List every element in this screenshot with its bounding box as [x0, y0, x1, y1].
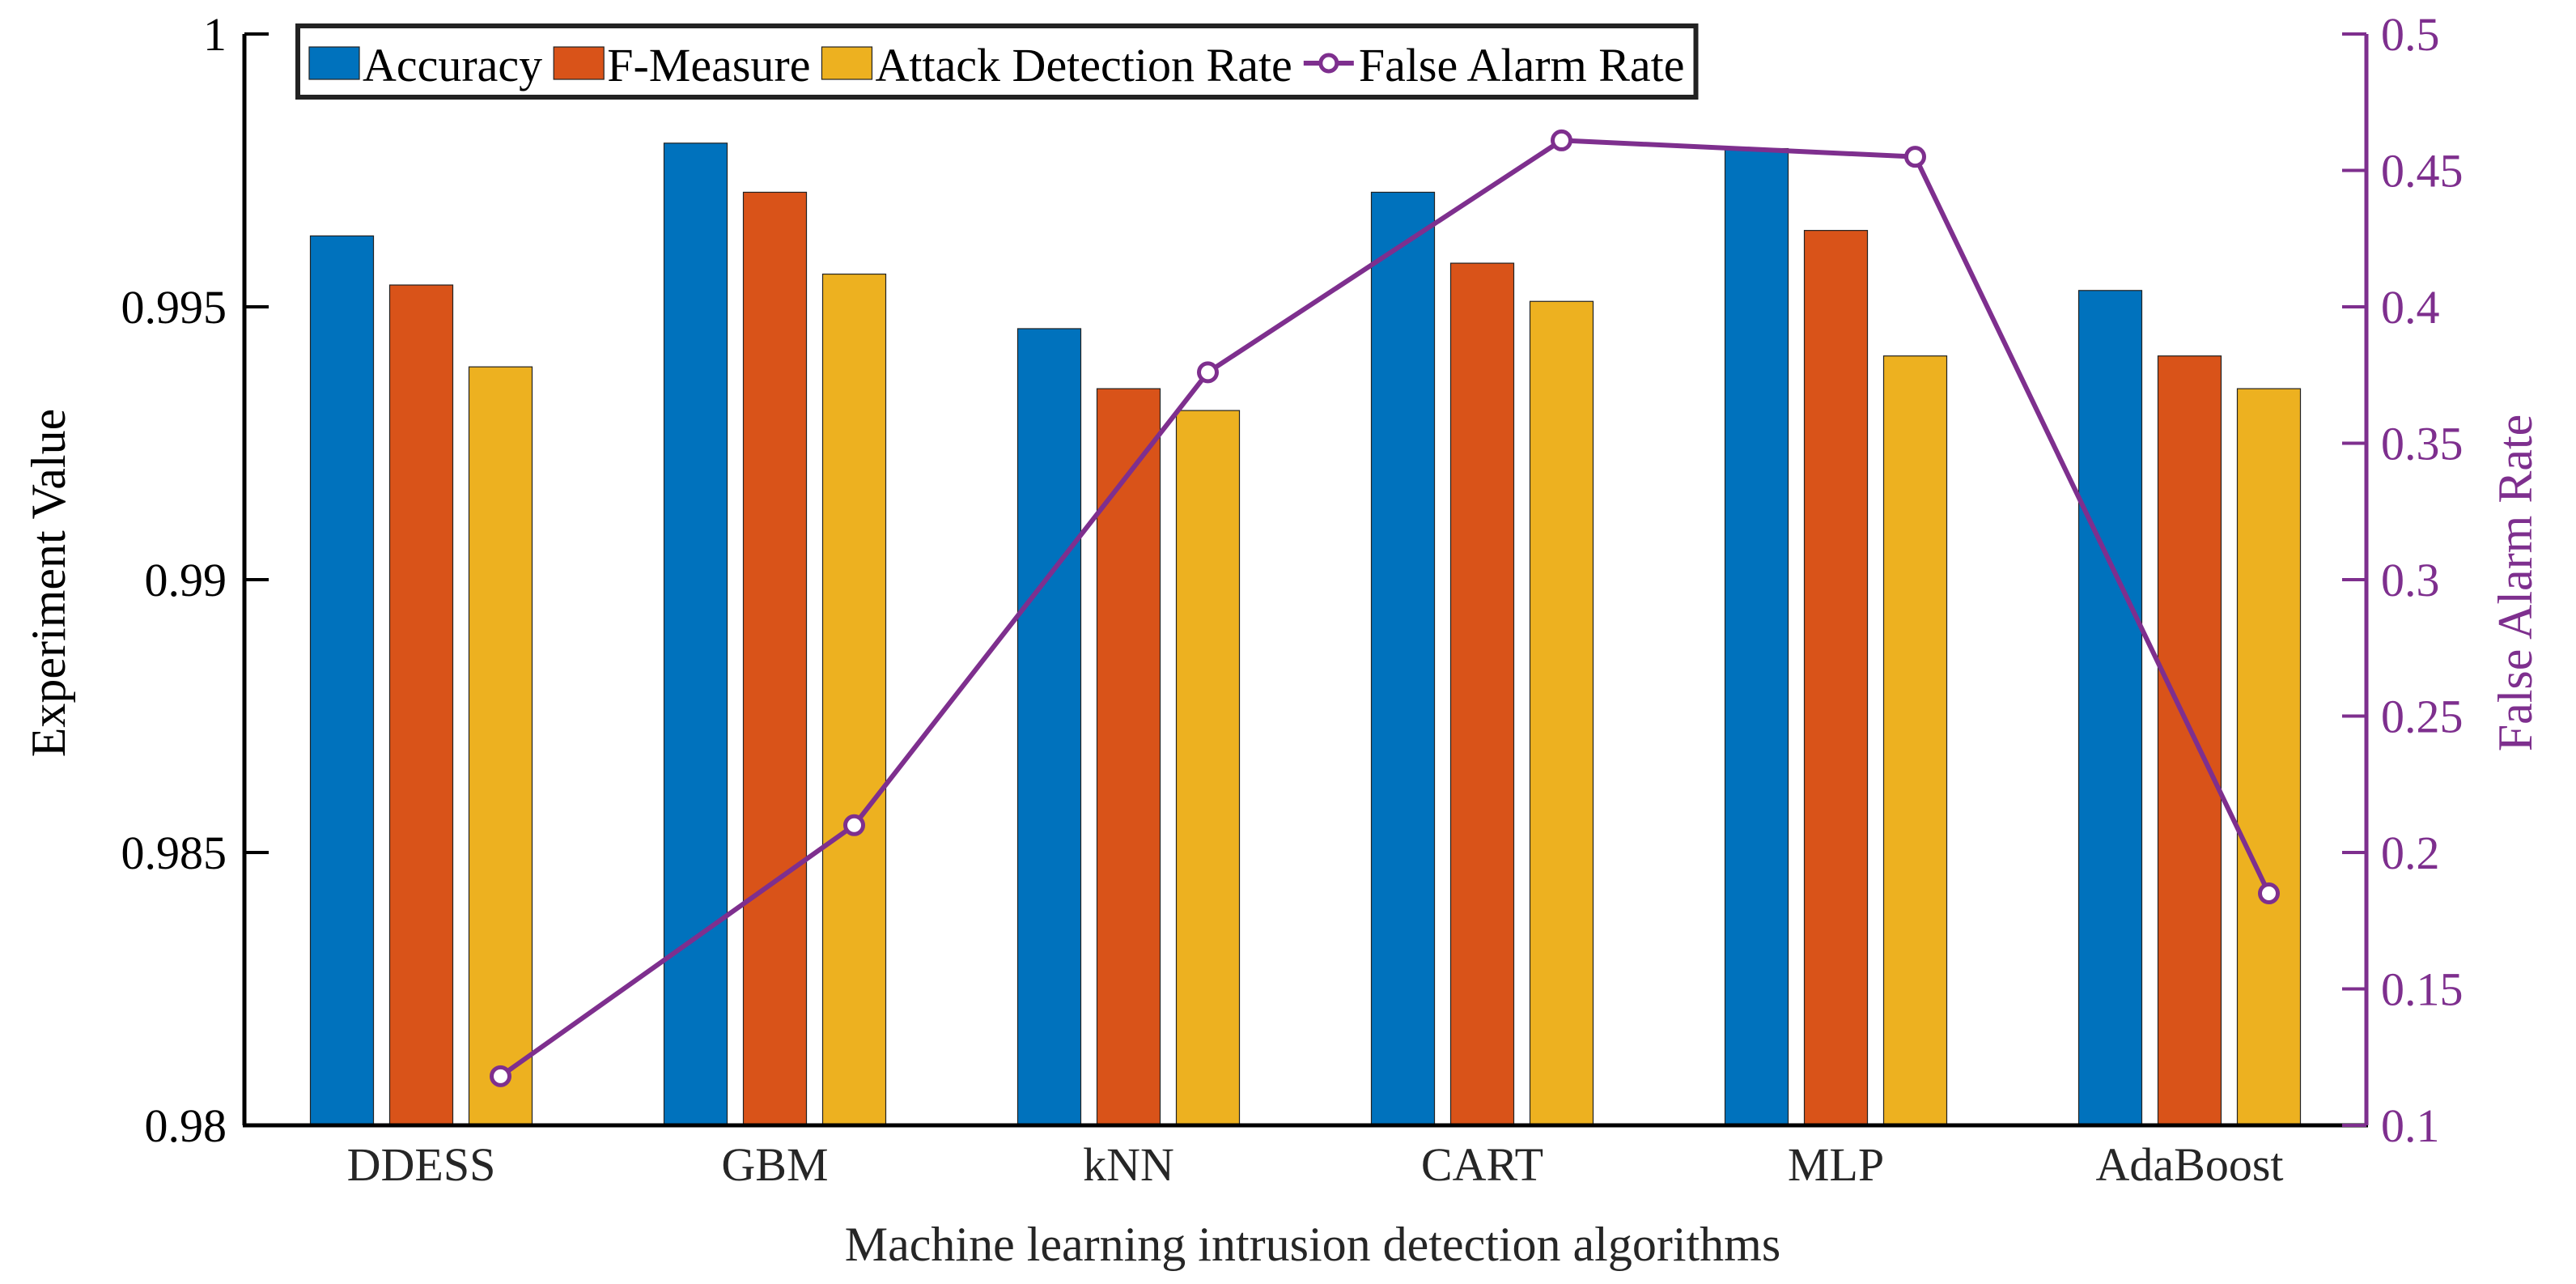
false-alarm-point-adaboost: [2258, 882, 2280, 905]
y-tick-label: 1: [203, 8, 227, 61]
y-right-tick-label: 0.35: [2381, 418, 2464, 470]
y-right-tick-label: 0.25: [2381, 691, 2464, 743]
y-axis-right-label: False Alarm Rate: [2489, 415, 2542, 752]
bar-attack-detection-rate-knn: [1175, 410, 1241, 1126]
legend-label: False Alarm Rate: [1359, 39, 1685, 91]
legend-swatch-attack-detection-rate: [821, 46, 873, 80]
legend-box: [295, 23, 1699, 100]
x-axis-label: Machine learning intrusion detection alg…: [845, 1218, 1780, 1271]
x-tick-label: MLP: [1788, 1138, 1884, 1191]
x-tick-label: GBM: [721, 1138, 828, 1191]
y-tick-label: 0.98: [145, 1099, 227, 1152]
false-alarm-line-layer: [490, 129, 2280, 1087]
bar-accuracy-mlp: [1724, 147, 1789, 1126]
bars-layer: [309, 142, 2302, 1126]
bar-f-measure-knn: [1096, 388, 1161, 1126]
y-right-tick-label: 0.1: [2381, 1099, 2440, 1152]
false-alarm-point-mlp: [1904, 146, 1926, 168]
y-tick-label: 0.985: [121, 827, 227, 879]
axes-layer: DDESS GBM kNN CART MLP AdaBoost 0.98 0.985 0.99 0…: [121, 8, 2464, 1191]
bar-attack-detection-rate-gbm: [821, 273, 887, 1126]
bar-f-measure-cart: [1449, 262, 1515, 1126]
x-tick-label: AdaBoost: [2096, 1138, 2284, 1191]
y-right-tick-label: 0.2: [2381, 827, 2440, 879]
y-right-tick-label: 0.5: [2381, 8, 2440, 61]
bar-attack-detection-rate-cart: [1529, 300, 1594, 1126]
y-right-tick-label: 0.4: [2381, 281, 2440, 334]
legend-label: Accuracy: [363, 39, 542, 91]
bar-f-measure-mlp: [1803, 230, 1869, 1126]
bar-attack-detection-rate-mlp: [1882, 355, 1948, 1126]
y-right-tick-label: 0.45: [2381, 145, 2464, 198]
x-tick-label: DDESS: [347, 1138, 496, 1191]
false-alarm-point-knn: [1197, 361, 1219, 384]
y-right-tick-label: 0.15: [2381, 963, 2464, 1016]
false-alarm-point-ddess: [490, 1065, 511, 1087]
y-tick-label: 0.99: [145, 554, 227, 606]
false-alarm-point-gbm: [843, 814, 865, 836]
bar-accuracy-gbm: [663, 142, 728, 1126]
x-tick-label: CART: [1421, 1138, 1543, 1191]
bar-attack-detection-rate-adaboost: [2236, 388, 2302, 1126]
bar-f-measure-ddess: [388, 284, 454, 1126]
false-alarm-line: [499, 138, 2272, 1078]
x-tick-label: kNN: [1083, 1138, 1174, 1191]
legend: Accuracy F-Measure Attack Detection Rate Fa…: [295, 23, 1699, 100]
bar-accuracy-knn: [1016, 328, 1082, 1126]
bar-accuracy-ddess: [309, 235, 375, 1126]
bar-accuracy-adaboost: [2077, 290, 2143, 1126]
bar-f-measure-adaboost: [2157, 355, 2222, 1126]
legend-label: Attack Detection Rate: [875, 39, 1292, 91]
bar-f-measure-gbm: [742, 191, 808, 1126]
y-axis-label: Experiment Value: [22, 409, 75, 757]
bar-attack-detection-rate-ddess: [468, 366, 533, 1126]
bar-accuracy-cart: [1370, 191, 1436, 1126]
y-right-tick-label: 0.3: [2381, 554, 2440, 606]
legend-label: F-Measure: [607, 39, 810, 91]
legend-swatch-f-measure: [553, 46, 605, 80]
legend-marker: [1318, 53, 1339, 74]
legend-swatch-accuracy: [308, 46, 360, 80]
y-tick-label: 0.995: [121, 281, 227, 334]
false-alarm-point-cart: [1551, 129, 1572, 151]
